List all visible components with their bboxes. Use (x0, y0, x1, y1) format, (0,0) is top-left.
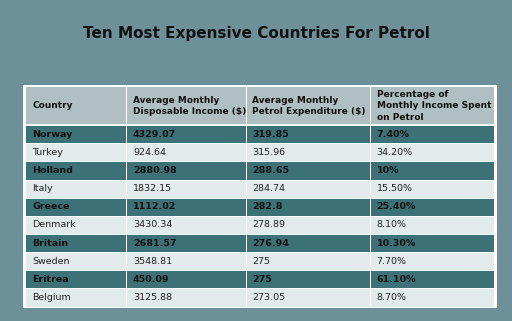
Bar (26, 87, 494, 125)
Text: 282.8: 282.8 (252, 202, 283, 211)
Text: Percentage of
Monthly Income Spent
on Petrol: Percentage of Monthly Income Spent on Pe… (377, 90, 491, 122)
Text: 275: 275 (252, 257, 270, 266)
Text: 7.70%: 7.70% (377, 257, 407, 266)
Text: 61.10%: 61.10% (377, 275, 416, 284)
Text: 25.40%: 25.40% (377, 202, 416, 211)
Bar (26, 270, 494, 288)
Text: 276.94: 276.94 (252, 239, 289, 247)
Text: Country: Country (32, 101, 73, 110)
Text: 34.20%: 34.20% (377, 148, 413, 157)
Text: 273.05: 273.05 (252, 293, 286, 302)
Text: Britain: Britain (32, 239, 69, 247)
Text: 315.96: 315.96 (252, 148, 286, 157)
Text: 8.10%: 8.10% (377, 221, 407, 230)
Text: 1112.02: 1112.02 (133, 202, 176, 211)
Bar (26, 143, 494, 161)
Text: 7.40%: 7.40% (377, 130, 410, 139)
Text: 1832.15: 1832.15 (133, 184, 172, 193)
Bar (26, 234, 494, 252)
Text: Eritrea: Eritrea (32, 275, 69, 284)
Text: Denmark: Denmark (32, 221, 76, 230)
Text: Sweden: Sweden (32, 257, 70, 266)
Text: 319.85: 319.85 (252, 130, 289, 139)
Text: Norway: Norway (32, 130, 73, 139)
Bar (23, 85, 497, 308)
Text: 15.50%: 15.50% (377, 184, 413, 193)
Text: Ten Most Expensive Countries For Petrol: Ten Most Expensive Countries For Petrol (82, 26, 430, 41)
Bar (26, 288, 494, 307)
Text: 3430.34: 3430.34 (133, 221, 173, 230)
Text: Turkey: Turkey (32, 148, 63, 157)
Bar (26, 179, 494, 198)
Text: 8.70%: 8.70% (377, 293, 407, 302)
Text: Belgium: Belgium (32, 293, 71, 302)
Text: 2880.98: 2880.98 (133, 166, 177, 175)
Text: 275: 275 (252, 275, 272, 284)
Text: 288.65: 288.65 (252, 166, 289, 175)
Text: 3548.81: 3548.81 (133, 257, 172, 266)
Text: 924.64: 924.64 (133, 148, 166, 157)
Text: 3125.88: 3125.88 (133, 293, 172, 302)
Text: Average Monthly
Petrol Expenditure ($): Average Monthly Petrol Expenditure ($) (252, 96, 366, 116)
Text: 278.89: 278.89 (252, 221, 286, 230)
Text: 10%: 10% (377, 166, 399, 175)
Text: Average Monthly
Disposable Income ($): Average Monthly Disposable Income ($) (133, 96, 246, 116)
Text: 10.30%: 10.30% (377, 239, 416, 247)
Bar (26, 216, 494, 234)
Text: Greece: Greece (32, 202, 70, 211)
Bar (26, 252, 494, 270)
Text: 2681.57: 2681.57 (133, 239, 177, 247)
Text: 450.09: 450.09 (133, 275, 169, 284)
Text: 284.74: 284.74 (252, 184, 286, 193)
Bar (26, 161, 494, 179)
Bar (26, 198, 494, 216)
Text: 4329.07: 4329.07 (133, 130, 176, 139)
Text: Holland: Holland (32, 166, 73, 175)
Text: Italy: Italy (32, 184, 53, 193)
Bar (26, 125, 494, 143)
